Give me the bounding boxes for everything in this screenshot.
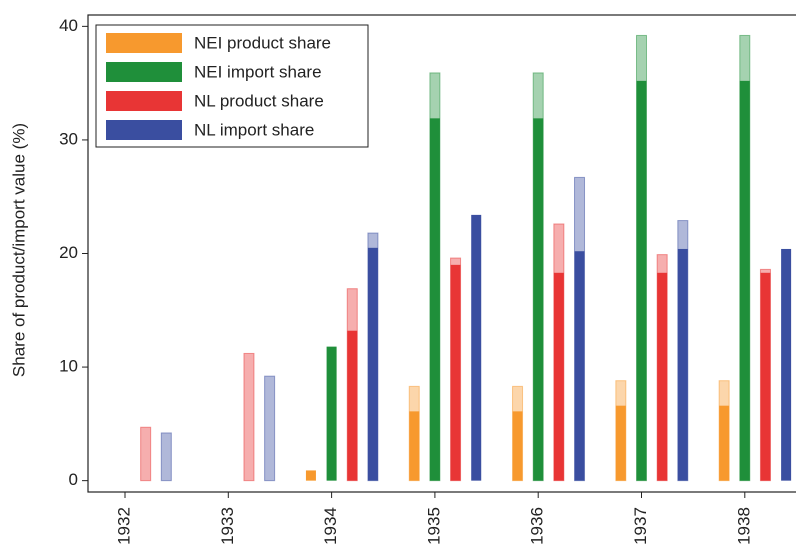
- legend-label: NEI product share: [194, 33, 331, 52]
- legend-label: NEI import share: [194, 62, 322, 81]
- bar: [574, 251, 585, 481]
- bar: [533, 118, 544, 481]
- legend-swatch: [106, 62, 182, 82]
- y-tick-label: 30: [59, 129, 78, 148]
- bar: [636, 80, 647, 481]
- bar: [615, 405, 626, 481]
- x-tick-label: 1932: [114, 507, 133, 545]
- bar: [409, 411, 420, 481]
- bar: [553, 272, 564, 481]
- bar: [760, 272, 771, 481]
- bar: [367, 247, 378, 481]
- bar-upper: [140, 426, 152, 482]
- x-tick-label: 1937: [631, 507, 650, 545]
- y-tick-label: 20: [59, 243, 78, 262]
- bar: [305, 470, 316, 481]
- y-tick-label: 0: [69, 470, 78, 489]
- bar: [326, 346, 337, 481]
- bar: [677, 248, 688, 481]
- legend-swatch: [106, 120, 182, 140]
- bar: [450, 264, 461, 481]
- y-tick-label: 10: [59, 357, 78, 376]
- bar: [781, 248, 792, 481]
- bar-upper: [160, 432, 172, 482]
- bar: [512, 411, 523, 481]
- bar-upper: [264, 375, 276, 482]
- x-tick-label: 1938: [734, 507, 753, 545]
- x-tick-label: 1934: [321, 507, 340, 545]
- bar-upper: [243, 352, 255, 482]
- bar: [429, 118, 440, 481]
- bar: [471, 214, 482, 481]
- legend-label: NL product share: [194, 91, 324, 110]
- bar: [719, 405, 730, 481]
- bar: [739, 80, 750, 481]
- legend-swatch: [106, 91, 182, 111]
- legend-swatch: [106, 33, 182, 53]
- y-axis-label: Share of product/import value (%): [9, 123, 28, 377]
- bar: [347, 330, 358, 481]
- x-tick-label: 1933: [218, 507, 237, 545]
- legend-label: NL import share: [194, 120, 314, 139]
- bar: [657, 272, 668, 481]
- x-tick-label: 1935: [424, 507, 443, 545]
- x-tick-label: 1936: [528, 507, 547, 545]
- y-tick-label: 40: [59, 16, 78, 35]
